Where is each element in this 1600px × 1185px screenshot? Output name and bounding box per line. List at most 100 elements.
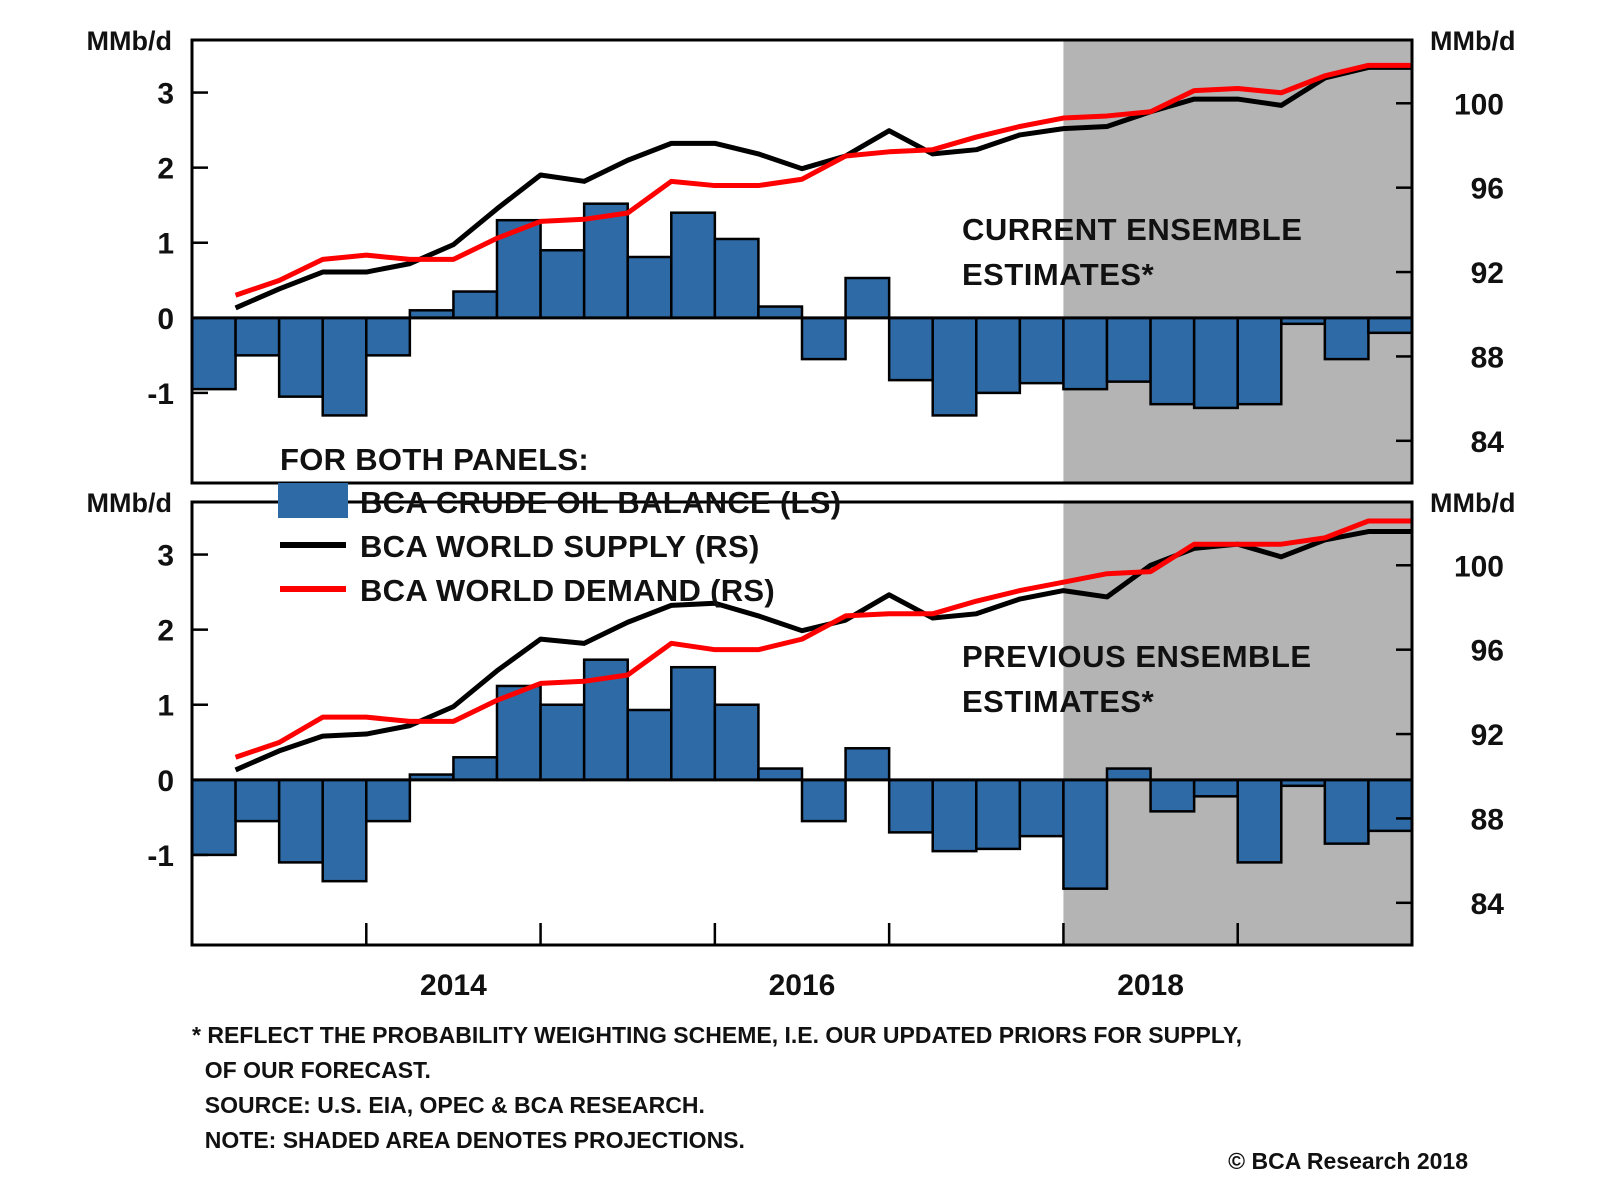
balance-bar — [1062, 316, 1109, 391]
balance-bar — [1236, 778, 1283, 864]
left-axis-tick-label: 3 — [157, 78, 174, 111]
left-axis-tick-label: 3 — [157, 540, 174, 573]
balance-bar — [931, 778, 978, 853]
left-axis-tick-label: -1 — [147, 378, 174, 411]
balance-bar — [1323, 778, 1370, 845]
right-axis-tick-label: 84 — [1471, 426, 1505, 459]
balance-bar — [800, 778, 847, 823]
copyright-notice: © BCA Research 2018 — [1228, 1148, 1468, 1174]
balance-bar — [190, 316, 237, 391]
panel-annotation: ESTIMATES* — [962, 257, 1155, 292]
balance-bar — [931, 316, 978, 417]
left-axis-tick-label: 1 — [157, 228, 174, 261]
panel-top — [190, 38, 1414, 485]
left-axis-tick-label: 0 — [157, 765, 174, 798]
right-axis-tick-label: 96 — [1471, 173, 1504, 206]
balance-bar — [452, 290, 499, 320]
balance-bar — [321, 778, 368, 883]
balance-bar — [1192, 778, 1239, 798]
legend-item-label: BCA WORLD DEMAND (RS) — [360, 573, 775, 608]
panel-bottom — [190, 500, 1414, 947]
balance-bar — [887, 778, 934, 834]
right-axis-tick-label: 84 — [1471, 888, 1505, 921]
balance-bar — [1105, 767, 1152, 782]
balance-bar — [365, 778, 412, 823]
balance-bar — [234, 778, 281, 823]
left-axis-unit-label: MMb/d — [87, 488, 172, 518]
panel-annotation: CURRENT ENSEMBLE — [962, 212, 1302, 247]
balance-bar — [713, 237, 760, 320]
panel-annotation: ESTIMATES* — [962, 684, 1155, 719]
balance-bar — [277, 778, 324, 864]
balance-bar — [365, 316, 412, 357]
panel-frame — [190, 500, 1414, 947]
balance-bar — [887, 316, 934, 382]
x-axis-year-label: 2018 — [1117, 969, 1184, 1002]
legend-item-label: BCA CRUDE OIL BALANCE (LS) — [360, 485, 841, 520]
right-axis-tick-label: 92 — [1471, 257, 1504, 290]
x-axis-year-label: 2014 — [420, 969, 487, 1002]
balance-bar — [757, 767, 804, 782]
legend: FOR BOTH PANELS: BCA CRUDE OIL BALANCE (L… — [278, 442, 841, 608]
balance-bar — [1367, 316, 1414, 335]
balance-bar — [1149, 778, 1196, 813]
demand-line — [234, 518, 1412, 760]
chart-footnotes: * REFLECT THE PROBABILITY WEIGHTING SCHE… — [192, 1018, 1242, 1158]
balance-bar — [757, 305, 804, 320]
balance-bar — [1018, 778, 1065, 838]
right-axis-tick-label: 96 — [1471, 635, 1504, 668]
balance-bar — [277, 316, 324, 398]
balance-bar — [1062, 778, 1109, 890]
panel-annotation: PREVIOUS ENSEMBLE — [962, 639, 1312, 674]
balance-bar — [975, 316, 1022, 395]
right-axis-tick-label: 100 — [1454, 88, 1504, 121]
left-axis-tick-label: 1 — [157, 690, 174, 723]
balance-bar — [1149, 316, 1196, 406]
right-axis-tick-label: 100 — [1454, 550, 1504, 583]
supply-line — [234, 64, 1412, 311]
balance-bar — [234, 316, 281, 357]
panel-frame — [190, 38, 1414, 485]
balance-bar — [626, 255, 673, 320]
balance-bar — [495, 684, 542, 782]
balance-bar — [800, 316, 847, 361]
right-axis-tick-label: 88 — [1471, 341, 1504, 374]
footnote-line: OF OUR FORECAST. — [192, 1057, 431, 1083]
demand-line — [234, 62, 1412, 298]
balance-bar — [1323, 316, 1370, 361]
legend-title: FOR BOTH PANELS: — [280, 442, 589, 477]
x-axis-year-label: 2016 — [769, 969, 836, 1002]
balance-bar — [844, 276, 891, 320]
balance-bar — [975, 778, 1022, 851]
source-note: SOURCE: U.S. EIA, OPEC & BCA RESEARCH. — [192, 1092, 705, 1118]
balance-bar — [1192, 316, 1239, 410]
left-axis-tick-label: 0 — [157, 303, 174, 336]
balance-bar — [1236, 316, 1283, 406]
left-axis-tick-label: 2 — [157, 615, 174, 648]
balance-bar — [539, 248, 586, 320]
legend-swatch-bar — [278, 483, 348, 518]
balance-bar — [1367, 778, 1414, 833]
shading-note: NOTE: SHADED AREA DENOTES PROJECTIONS. — [192, 1127, 745, 1153]
balance-bar — [321, 316, 368, 417]
balance-bar — [452, 756, 499, 782]
footnote-line: * REFLECT THE PROBABILITY WEIGHTING SCHE… — [192, 1022, 1243, 1048]
balance-bar — [1018, 316, 1065, 385]
right-axis-tick-label: 92 — [1471, 719, 1504, 752]
left-axis-unit-label: MMb/d — [87, 26, 172, 56]
left-axis-tick-label: 2 — [157, 153, 174, 186]
right-axis-unit-label: MMb/d — [1430, 488, 1515, 518]
left-axis-tick-label: -1 — [147, 840, 174, 873]
balance-bar — [626, 708, 673, 782]
balance-bar — [844, 747, 891, 782]
projection-shading — [1063, 502, 1412, 945]
balance-bar — [713, 703, 760, 782]
right-axis-tick-label: 88 — [1471, 803, 1504, 836]
balance-bar — [670, 211, 717, 320]
balance-bar — [1105, 316, 1152, 383]
balance-bar — [539, 703, 586, 782]
right-axis-unit-label: MMb/d — [1430, 26, 1515, 56]
legend-item-label: BCA WORLD SUPPLY (RS) — [360, 529, 760, 564]
balance-bar — [670, 665, 717, 782]
